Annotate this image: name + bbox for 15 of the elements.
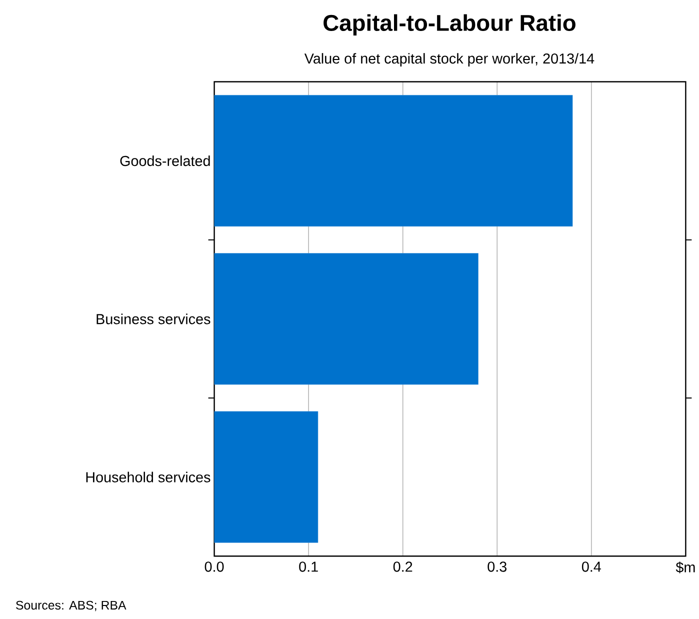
x-tick-label: 0.1 [299, 562, 318, 572]
bar [214, 95, 573, 227]
x-tick-label: 0.2 [393, 562, 412, 572]
x-tick-label: 0.3 [488, 562, 507, 572]
bar [214, 253, 478, 385]
source-note: Sources: ABS; RBA [16, 600, 126, 612]
x-tick-label: $m [676, 562, 695, 574]
y-tick-label: Household services [86, 472, 210, 482]
x-tick-label: 0.0 [204, 562, 224, 572]
y-tick-label: Goods-related [120, 156, 210, 166]
x-tick-label: 0.4 [582, 562, 601, 572]
chart-subtitle: Value of net capital stock per worker, 2013/14 [304, 53, 594, 67]
bar [214, 411, 318, 543]
y-tick-label: Business services [96, 314, 210, 324]
chart-title: Capital-to-Labour Ratio [324, 14, 576, 36]
